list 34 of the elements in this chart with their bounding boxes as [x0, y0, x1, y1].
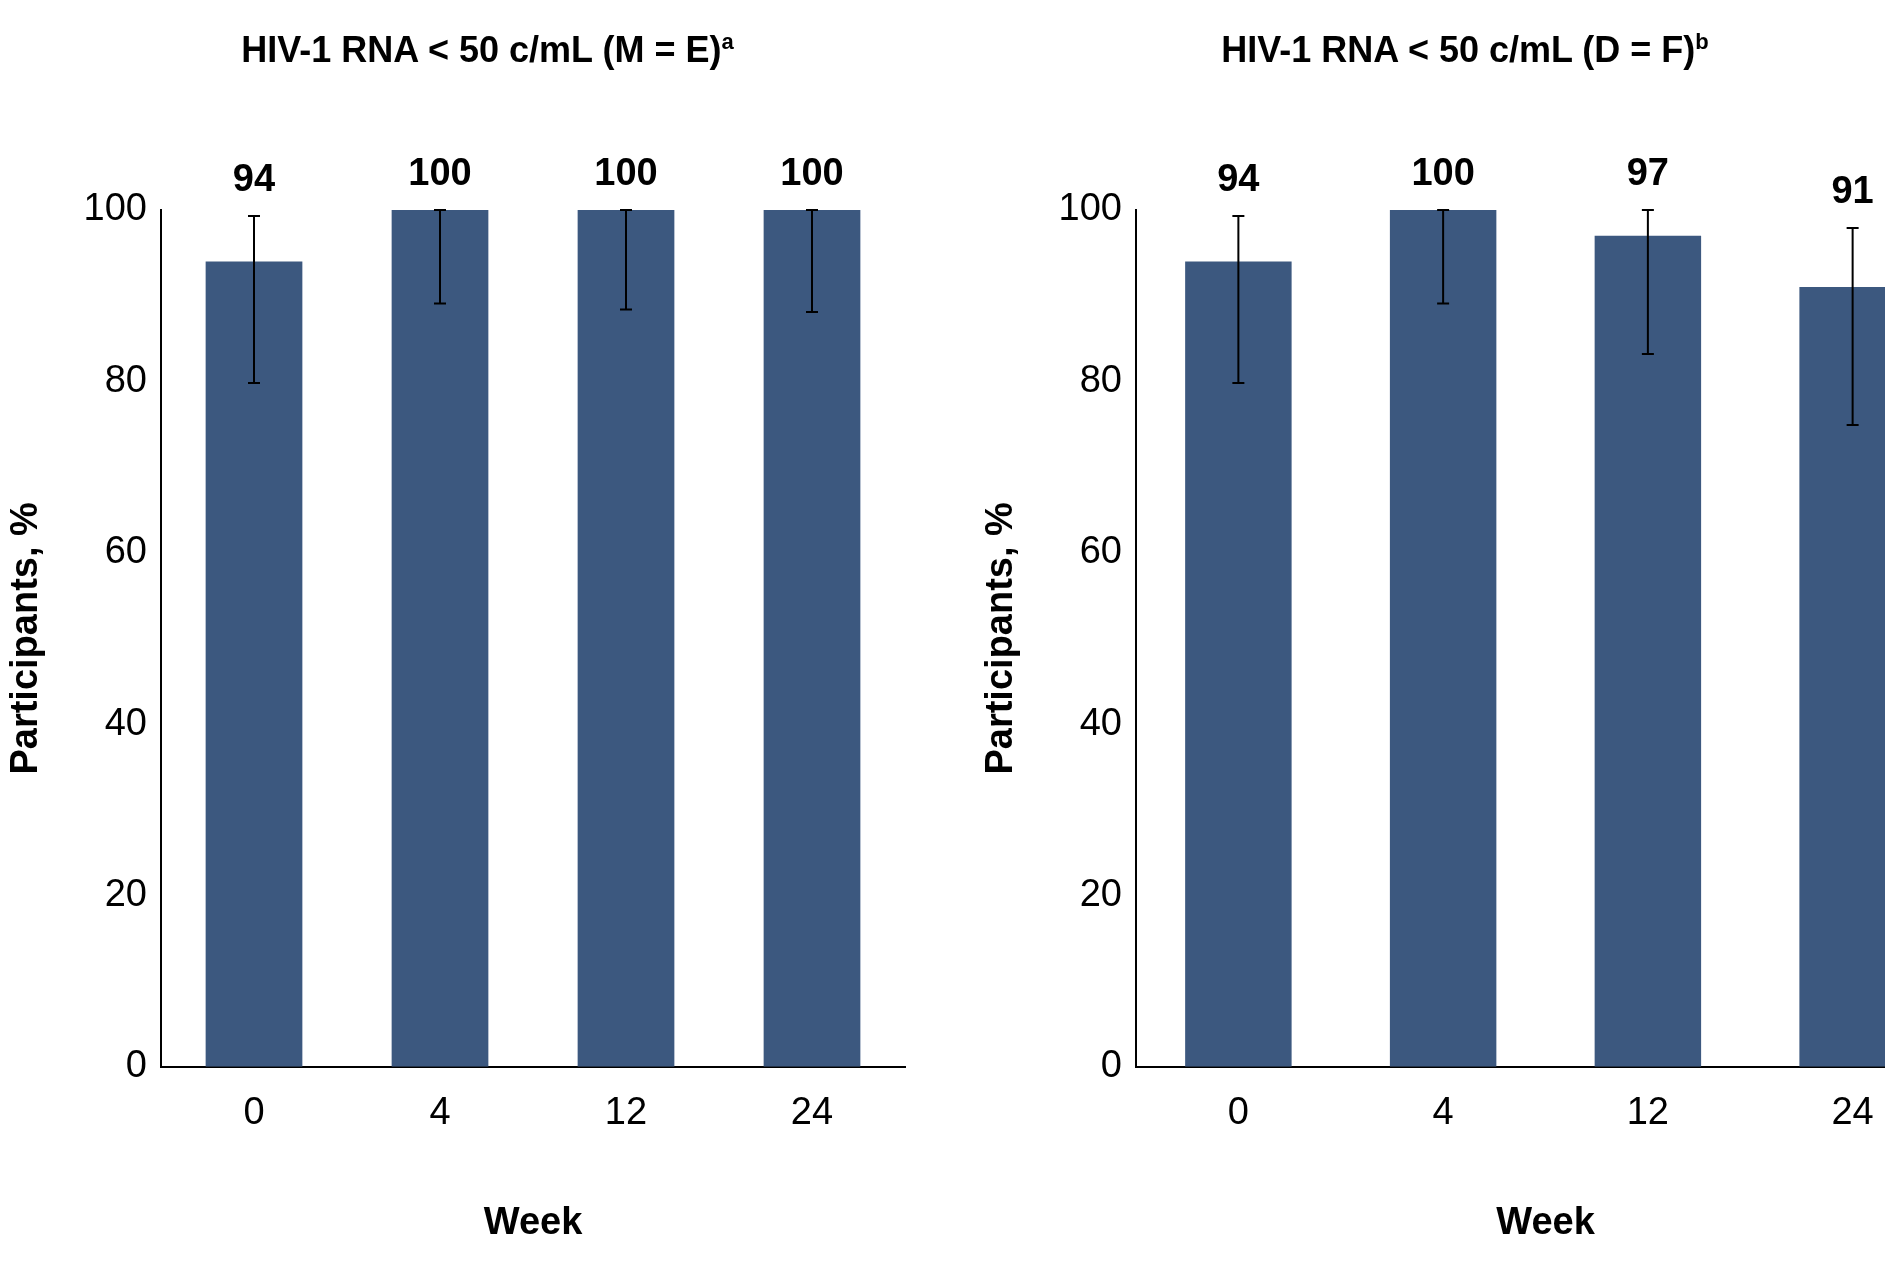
y-tick-label: 60: [104, 529, 147, 572]
y-tick-label: 20: [104, 871, 147, 914]
x-axis-title: Week: [483, 1199, 584, 1242]
x-tick-label: 12: [604, 1090, 648, 1133]
y-tick-label: 80: [1079, 357, 1122, 400]
y-tick-label: 0: [125, 1043, 147, 1086]
y-tick-label: 100: [1058, 186, 1122, 229]
data-label: 100: [408, 151, 472, 194]
data-label: 94: [232, 157, 276, 200]
y-axis-title: Participants, %: [978, 502, 1021, 775]
data-label: 100: [594, 151, 658, 194]
y-tick-label: 60: [1079, 529, 1122, 572]
chart-title: HIV-1 RNA < 50 c/mL (D = F)$^{b}$: [1220, 28, 1710, 72]
x-tick-label: 4: [429, 1090, 451, 1133]
x-tick-label: 0: [243, 1090, 265, 1133]
x-tick-label: 0: [1227, 1090, 1249, 1133]
x-tick-label: 24: [1831, 1090, 1874, 1133]
y-tick-label: 40: [1079, 700, 1122, 743]
data-label: 100: [780, 151, 844, 194]
data-label: 100: [1411, 151, 1475, 194]
x-tick-label: 4: [1432, 1090, 1454, 1133]
data-label: 94: [1217, 157, 1260, 200]
y-tick-label: 0: [1100, 1043, 1122, 1086]
y-tick-label: 100: [83, 186, 147, 229]
data-label: 97: [1626, 151, 1670, 194]
data-label: 91: [1831, 169, 1874, 212]
x-tick-label: 24: [790, 1090, 834, 1133]
chart-title: HIV-1 RNA < 50 c/mL (M = E)$^{a}$: [240, 28, 735, 72]
x-tick-label: 12: [1626, 1090, 1670, 1133]
x-axis-title: Week: [1496, 1199, 1596, 1242]
y-tick-label: 80: [104, 357, 147, 400]
y-tick-label: 40: [104, 700, 147, 743]
y-tick-label: 20: [1079, 871, 1122, 914]
y-axis-title: Participants, %: [3, 502, 46, 775]
